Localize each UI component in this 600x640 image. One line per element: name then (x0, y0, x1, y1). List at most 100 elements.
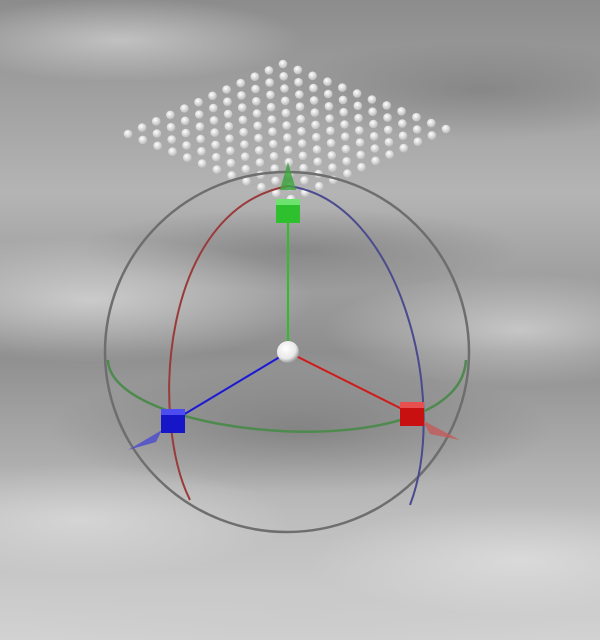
grid-point (227, 171, 236, 180)
grid-point (226, 146, 235, 156)
grid-point (300, 176, 309, 185)
grid-point (278, 59, 288, 69)
grid-point (313, 157, 323, 166)
grid-point (426, 118, 436, 128)
grid-point (266, 102, 276, 112)
grid-point (283, 133, 292, 142)
grid-point (310, 108, 320, 117)
grid-point (355, 126, 364, 135)
grid-point (138, 135, 148, 145)
grid-point (298, 151, 308, 161)
grid-point (151, 117, 161, 126)
grid-point (342, 157, 351, 166)
grid-point (212, 165, 222, 174)
grid-point (354, 113, 363, 123)
y-axis-cone[interactable] (280, 162, 296, 190)
grid-point (222, 85, 231, 94)
grid-point (338, 83, 347, 92)
grid-point (208, 91, 217, 101)
grid-point (269, 152, 279, 161)
grid-point (267, 115, 277, 124)
grid-point (441, 124, 451, 134)
grid-point (183, 153, 192, 162)
grid-point (223, 109, 233, 119)
grid-point (384, 137, 394, 147)
grid-point (367, 95, 377, 104)
grid-point (357, 162, 366, 172)
grid-point (166, 110, 175, 120)
grid-point (385, 150, 394, 159)
grid-point (166, 122, 176, 132)
grid-point (264, 66, 274, 75)
grid-point (356, 150, 366, 160)
grid-point (299, 163, 308, 173)
grid-point (242, 177, 251, 186)
point-grid[interactable] (123, 59, 451, 204)
grid-point (254, 133, 263, 143)
grid-point (238, 115, 248, 125)
grid-point (268, 127, 277, 136)
grid-point (283, 145, 293, 155)
grid-point (295, 102, 305, 111)
grid-point (240, 152, 250, 161)
grid-point (352, 89, 362, 98)
grid-point (266, 90, 275, 100)
grid-point (398, 119, 407, 128)
grid-point (257, 182, 266, 192)
grid-point (251, 84, 260, 94)
grid-point (270, 164, 280, 173)
z-axis-cone[interactable] (128, 430, 162, 450)
x-handle[interactable] (400, 402, 424, 426)
grid-point (382, 101, 392, 110)
grid-point (123, 129, 133, 139)
grid-point (308, 71, 317, 81)
grid-point (294, 77, 303, 87)
grid-point (237, 103, 247, 112)
grid-point (209, 116, 219, 125)
grid-point (369, 119, 378, 129)
x-axis-line (287, 351, 413, 415)
grid-point (412, 112, 421, 122)
grid-point (196, 134, 205, 144)
grid-point (369, 132, 379, 141)
grid-point (399, 143, 409, 153)
grid-point (383, 113, 392, 122)
grid-point (309, 83, 318, 93)
grid-point (194, 110, 204, 119)
x-axis-cone[interactable] (422, 420, 460, 440)
grid-point (224, 122, 234, 131)
grid-point (370, 144, 380, 153)
grid-point (211, 152, 221, 162)
grid-point (226, 158, 236, 168)
pivot-sphere[interactable] (277, 341, 299, 363)
grid-point (293, 65, 303, 75)
grid-point (427, 131, 437, 140)
grid-point (255, 158, 265, 167)
grid-point (153, 141, 162, 151)
y-handle[interactable] (276, 199, 300, 223)
grid-point (295, 90, 304, 99)
grid-point (314, 182, 324, 191)
grid-point (412, 125, 422, 134)
z-handle[interactable] (161, 409, 185, 433)
grid-point (371, 156, 380, 166)
grid-point (209, 103, 218, 113)
grid-point (398, 131, 408, 141)
grid-point (341, 144, 351, 154)
grid-point (253, 121, 262, 131)
y-rotation-ring[interactable] (106, 359, 468, 433)
grid-point (137, 123, 147, 132)
grid-point (326, 138, 336, 148)
grid-point (265, 78, 274, 87)
grid-point (180, 116, 190, 126)
grid-point (343, 169, 352, 178)
x-rotation-ring[interactable] (168, 185, 289, 501)
grid-point (239, 127, 248, 137)
grid-point (338, 95, 348, 105)
grid-point (328, 163, 337, 172)
z-rotation-ring[interactable] (287, 185, 425, 506)
grid-point (326, 126, 335, 136)
grid-point (340, 132, 350, 141)
